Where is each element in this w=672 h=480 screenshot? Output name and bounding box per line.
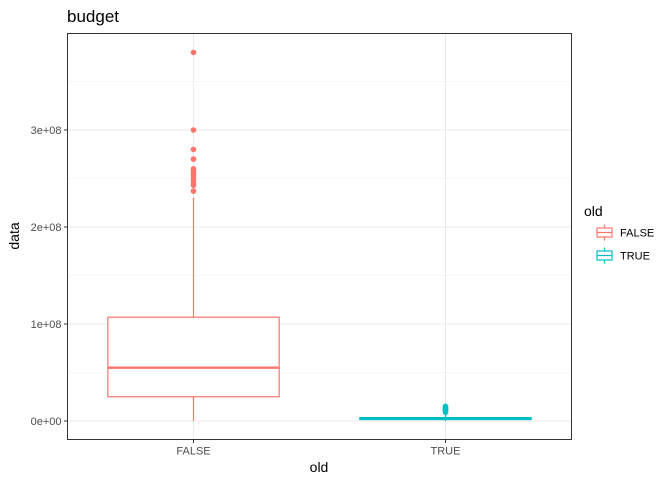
y-axis: 0e+00 1e+08 2e+08 3e+08 — [31, 125, 68, 428]
legend-title: old — [584, 203, 603, 219]
y-tick-label: 1e+08 — [31, 319, 62, 331]
x-tick-label: TRUE — [431, 446, 461, 458]
outlier-point — [190, 146, 197, 153]
outlier-point — [190, 49, 197, 56]
legend: old FALSE TRUE — [584, 203, 654, 264]
boxplot-false — [107, 49, 280, 421]
legend-label: FALSE — [620, 228, 654, 240]
chart-title: budget — [67, 7, 119, 26]
y-tick-label: 3e+08 — [31, 125, 62, 137]
panel-border — [67, 33, 572, 440]
legend-entry-true: TRUE — [596, 247, 650, 264]
y-axis-title: data — [6, 222, 22, 249]
plot-panel — [67, 33, 572, 440]
y-tick-label: 2e+08 — [31, 222, 62, 234]
outlier-point — [190, 188, 197, 194]
gridlines — [67, 33, 572, 440]
legend-label: TRUE — [620, 251, 650, 263]
x-tick-label: FALSE — [176, 446, 210, 458]
outlier-point — [190, 156, 197, 162]
legend-entries: FALSE TRUE — [596, 224, 654, 264]
x-axis-title: old — [310, 459, 329, 475]
legend-entry-false: FALSE — [596, 224, 654, 241]
outlier-point — [442, 403, 449, 410]
outlier-point — [190, 127, 197, 133]
y-tick-label: 0e+00 — [31, 416, 62, 428]
box-iqr — [107, 316, 280, 398]
x-axis: FALSE TRUE — [176, 439, 461, 458]
boxplot-true — [359, 403, 532, 421]
outlier-point — [190, 166, 197, 172]
boxplot-marks — [107, 49, 532, 421]
